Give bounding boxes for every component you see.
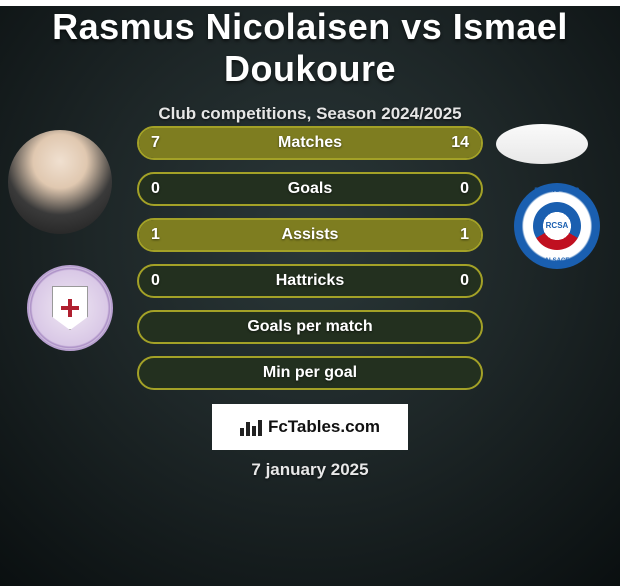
page-title: Rasmus Nicolaisen vs Ismael Doukoure <box>0 6 620 90</box>
player-left-photo <box>8 130 112 234</box>
player-right-photo <box>496 124 588 164</box>
stat-row: Hattricks0 0 <box>137 264 483 298</box>
stat-row: Assists1 1 <box>137 218 483 252</box>
stat-value-left: 1 <box>151 220 160 250</box>
stat-row: Goals per match <box>137 310 483 344</box>
stat-value-right: 0 <box>460 266 469 296</box>
branding-bar: FcTables.com <box>212 404 408 450</box>
stat-label: Goals per match <box>139 312 481 342</box>
date-label: 7 january 2025 <box>0 460 620 480</box>
branding-text: FcTables.com <box>268 417 380 437</box>
content-root: Rasmus Nicolaisen vs Ismael Doukoure Clu… <box>0 6 620 586</box>
bar-chart-icon <box>240 418 262 436</box>
stat-value-right: 0 <box>460 174 469 204</box>
stat-label: Min per goal <box>139 358 481 388</box>
stats-area: Matches714Goals00Assists11Hattricks00Goa… <box>137 126 483 402</box>
stat-row: Matches7 14 <box>137 126 483 160</box>
stat-value-left: 7 <box>151 128 160 158</box>
club-badge-left <box>27 265 113 351</box>
stat-label: Goals <box>139 174 481 204</box>
stat-row: Goals0 0 <box>137 172 483 206</box>
toulouse-crest-icon <box>52 286 88 330</box>
strasbourg-crest-icon: RACING CLUB RCSA ALSACE <box>533 202 581 250</box>
stat-label: Hattricks <box>139 266 481 296</box>
stat-label: Matches <box>139 128 481 158</box>
stat-value-right: 14 <box>451 128 469 158</box>
subtitle: Club competitions, Season 2024/2025 <box>0 104 620 124</box>
crest-text-center: RCSA <box>546 222 569 230</box>
stat-row: Min per goal <box>137 356 483 390</box>
crest-text-bottom: ALSACE <box>533 258 581 264</box>
stat-value-left: 0 <box>151 266 160 296</box>
crest-text-top: RACING CLUB <box>533 188 581 194</box>
club-badge-right: RACING CLUB RCSA ALSACE <box>514 183 600 269</box>
stat-value-right: 1 <box>460 220 469 250</box>
stat-value-left: 0 <box>151 174 160 204</box>
stat-label: Assists <box>139 220 481 250</box>
